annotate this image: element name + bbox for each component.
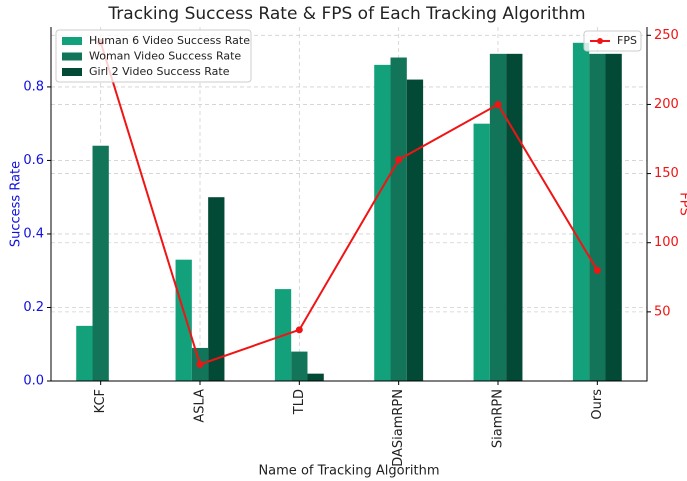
x-tick-label: ASLA	[193, 389, 208, 423]
x-tick-label: Ours	[590, 389, 605, 420]
legend-box	[55, 29, 252, 83]
bar	[175, 259, 192, 381]
chart-title: Tracking Success Rate & FPS of Each Trac…	[107, 4, 585, 24]
y-axis-label: Success Rate	[9, 161, 24, 247]
y2-tick-label: 200	[654, 97, 679, 112]
bar	[489, 53, 507, 381]
bar	[506, 53, 523, 381]
fps-point	[395, 156, 403, 164]
bar	[76, 325, 93, 381]
x-tick-label: KCF	[93, 389, 108, 413]
bar	[605, 53, 622, 381]
y2-axis-label: FPS	[677, 192, 687, 216]
legend: FPS	[583, 30, 642, 52]
legend: Human 6 Video Success Rate Woman Video Su…	[55, 29, 252, 83]
y2-tick-label: 150	[654, 166, 679, 181]
legend-label: Woman Video Success Rate	[89, 50, 241, 63]
x-axis-label: Name of Tracking Algorithm	[258, 464, 439, 479]
legend-swatch	[62, 52, 82, 61]
bar	[208, 197, 225, 381]
fps-point	[196, 360, 204, 368]
fps-point	[295, 326, 303, 334]
x-tick-label: TLD	[292, 389, 307, 415]
bar	[374, 64, 391, 382]
legend-swatch	[62, 37, 82, 45]
legend-label: Girl 2 Video Success Rate	[89, 65, 230, 78]
y2-tick-label: 50	[654, 304, 671, 319]
bar	[307, 373, 324, 381]
bar	[291, 351, 308, 381]
legend-swatch	[62, 68, 82, 76]
y-tick-label: 0.6	[23, 153, 44, 168]
bar	[589, 53, 606, 381]
x-tick-label: DASiamRPN	[391, 389, 406, 467]
fps-line	[99, 41, 599, 366]
bar	[406, 79, 424, 381]
legend-label: Human 6 Video Success Rate	[89, 34, 250, 47]
y-tick-label: 0.4	[23, 226, 44, 241]
legend-marker	[597, 38, 603, 44]
axes-frame	[50, 27, 648, 382]
legend-label: FPS	[617, 34, 637, 47]
y2-tick-label: 250	[654, 28, 679, 43]
y2-tick-label: 100	[654, 235, 679, 250]
legend-box	[583, 30, 642, 52]
fps-point	[494, 100, 502, 108]
bar	[473, 123, 490, 381]
bar	[572, 42, 590, 381]
fps-point	[593, 266, 601, 274]
x-tick-label: SiamRPN	[491, 389, 506, 448]
y-tick-label: 0.8	[23, 79, 44, 94]
bar	[92, 145, 109, 381]
y-tick-label: 0.0	[23, 374, 44, 389]
bar	[390, 57, 407, 382]
y-tick-label: 0.2	[23, 300, 44, 315]
